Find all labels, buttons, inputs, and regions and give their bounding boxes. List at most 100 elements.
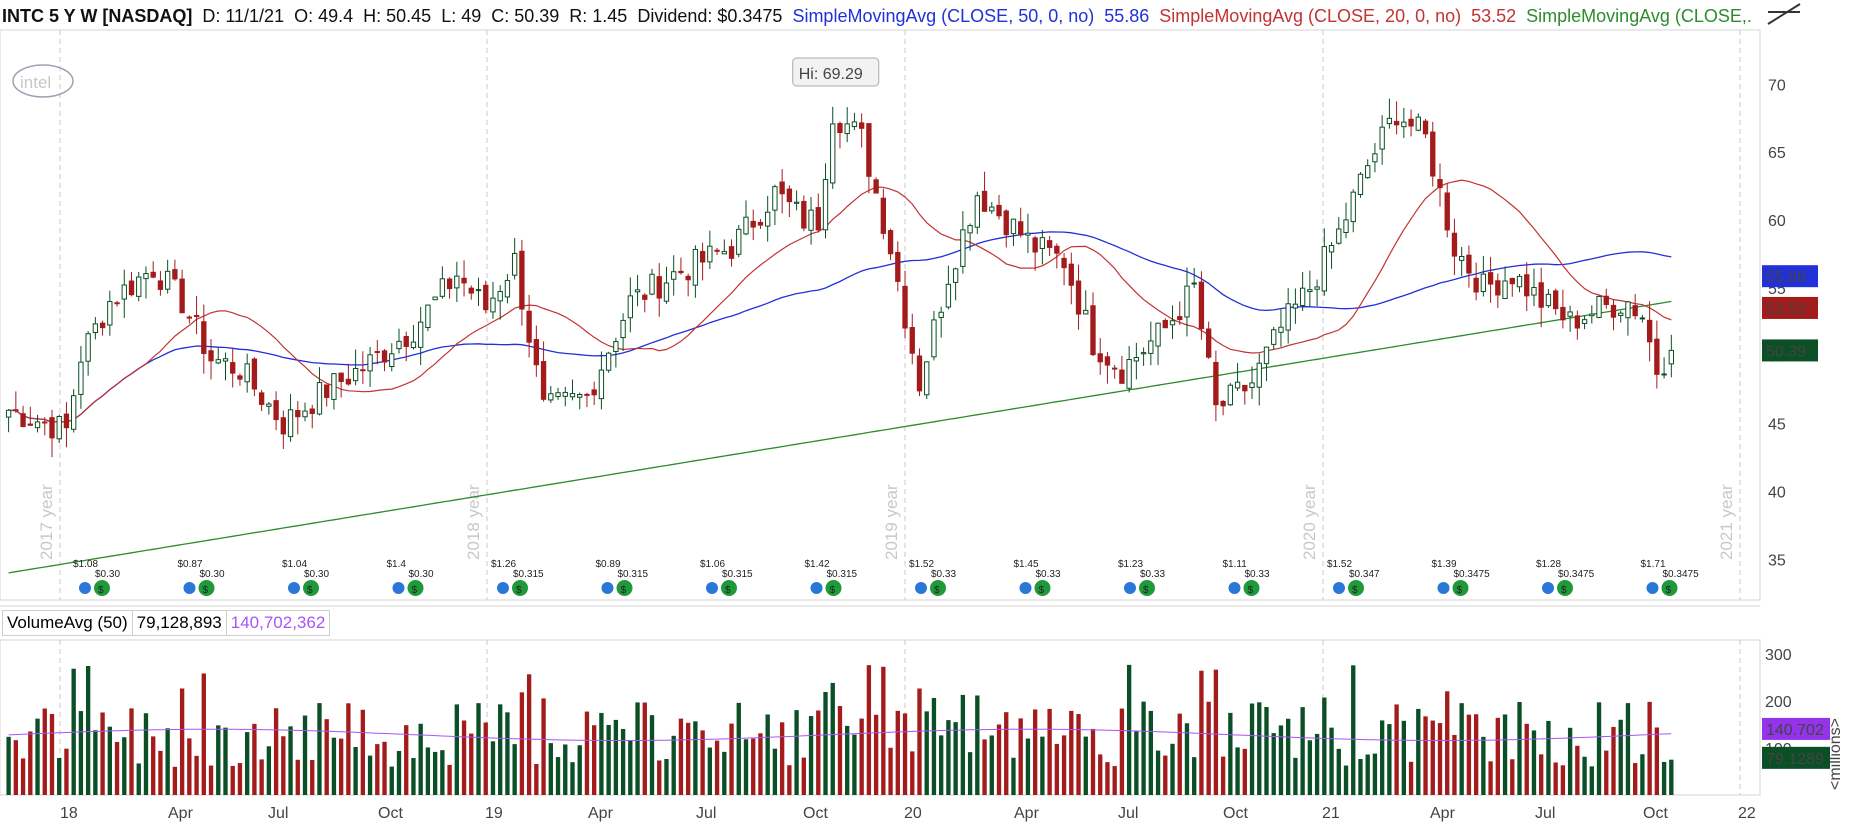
dividend-yearly: $1.52	[1327, 559, 1352, 570]
volume-bar	[1228, 712, 1233, 795]
dividend-icon-symbol: $	[1666, 585, 1672, 596]
volume-bar	[1293, 757, 1298, 795]
x-axis-label: 20	[904, 805, 922, 822]
volume-bar	[57, 758, 62, 795]
candle-body	[410, 341, 417, 349]
volume-bar	[469, 733, 474, 795]
volume-bar	[1430, 720, 1435, 795]
volume-bar	[1220, 756, 1226, 795]
dividend-amount: $0.33	[1140, 569, 1165, 580]
dividend-icon	[1661, 580, 1678, 596]
volume-avg-badge-bg	[1762, 717, 1830, 740]
volume-bar	[736, 702, 741, 795]
volume-bar	[714, 740, 720, 795]
candle-body	[895, 251, 901, 282]
volume-bar	[331, 737, 337, 795]
volume-bar	[1560, 765, 1566, 795]
candle-body	[446, 278, 453, 290]
volume-bar	[779, 722, 785, 795]
candle-body	[1278, 326, 1284, 333]
x-axis-label: Apr	[1014, 805, 1040, 822]
candle-body	[634, 289, 641, 293]
price-y-tick: 60	[1768, 213, 1786, 230]
sma20-label[interactable]: SimpleMovingAvg (CLOSE, 20, 0, no)	[1159, 5, 1462, 26]
volume-avg-badge: 140.702	[1766, 722, 1824, 739]
high-value: H: 50.45	[363, 5, 432, 26]
volume-bar	[787, 765, 792, 795]
volume-bar	[476, 703, 481, 795]
candle-body	[1184, 285, 1190, 318]
sma200-label[interactable]: SimpleMovingAvg (CLOSE,...	[1526, 5, 1752, 26]
volume-bar	[649, 715, 655, 795]
volume-bar	[42, 708, 47, 795]
price-y-tick: 35	[1768, 552, 1786, 569]
candle-body	[577, 394, 583, 398]
volume-bar	[187, 738, 192, 795]
dividend-icon-symbol: $	[1143, 585, 1149, 596]
dividend-amount: $0.3475	[1558, 569, 1595, 580]
candle-body	[1386, 117, 1393, 125]
volume-bar	[584, 711, 590, 795]
candle-body	[454, 275, 460, 289]
open-value: O: 49.4	[294, 5, 354, 26]
close-badge: 50.39	[1766, 343, 1806, 360]
volume-bar	[837, 706, 843, 795]
volume-bar	[1654, 727, 1660, 795]
candle-body	[222, 358, 229, 362]
year-label: 2019 year	[882, 484, 901, 560]
candle-body	[562, 391, 568, 397]
candle-body	[649, 273, 655, 295]
volume-bar	[20, 758, 26, 795]
sma20-badge: 53.52	[1766, 301, 1806, 318]
candle-body	[280, 417, 286, 435]
dividend-icon-symbol: $	[98, 585, 104, 596]
volume-bar	[1611, 726, 1616, 795]
candle-body	[1415, 116, 1421, 131]
volume-bar	[1329, 727, 1334, 795]
volume-bar	[751, 738, 756, 795]
candle-body	[837, 123, 843, 134]
dividend-value: Dividend: $0.3475	[637, 5, 783, 26]
volume-bar	[107, 726, 112, 795]
chart-style-icon	[1767, 3, 1801, 25]
candle-body	[352, 367, 359, 382]
sma50-label[interactable]: SimpleMovingAvg (CLOSE, 50, 0, no)	[792, 5, 1095, 26]
candle-body	[540, 361, 547, 400]
volume-bar	[758, 733, 763, 795]
candle-body	[1618, 312, 1624, 316]
dividend-icon-symbol: $	[1039, 585, 1045, 596]
volume-bar	[852, 734, 857, 795]
dividend-icon-symbol: $	[1248, 585, 1254, 596]
candle-body	[1466, 254, 1472, 274]
volume-bar	[158, 750, 163, 795]
volume-bar	[1242, 748, 1247, 795]
dividend-icon-symbol: $	[725, 585, 731, 596]
volume-bar	[693, 721, 698, 795]
volume-bar	[960, 694, 966, 795]
volume-bar	[100, 712, 105, 795]
dividend-amount: $0.30	[200, 569, 225, 580]
candle-body	[772, 186, 778, 211]
candle-body	[164, 270, 171, 290]
volume-bar	[1669, 759, 1674, 795]
earnings-icon	[915, 582, 927, 594]
earnings-icon	[1228, 582, 1241, 594]
volume-bar	[252, 723, 257, 795]
volume-bar	[1025, 738, 1031, 795]
candle-body	[331, 373, 337, 400]
volume-bar	[924, 711, 929, 795]
volume-bar	[1047, 708, 1052, 795]
candle-body	[1639, 317, 1646, 320]
candle-body	[258, 392, 265, 405]
dividend-yearly: $0.89	[596, 559, 621, 570]
volume-bar	[382, 741, 387, 795]
x-axis-label: 18	[60, 805, 78, 822]
volume-bar	[620, 728, 626, 795]
dividend-yearly: $1.06	[700, 559, 725, 570]
dividend-amount: $0.33	[931, 569, 956, 580]
close-value: C: 50.39	[491, 5, 560, 26]
dividend-icon	[1034, 580, 1051, 596]
dividend-icon	[94, 580, 110, 596]
x-axis-label: Oct	[1223, 805, 1248, 822]
